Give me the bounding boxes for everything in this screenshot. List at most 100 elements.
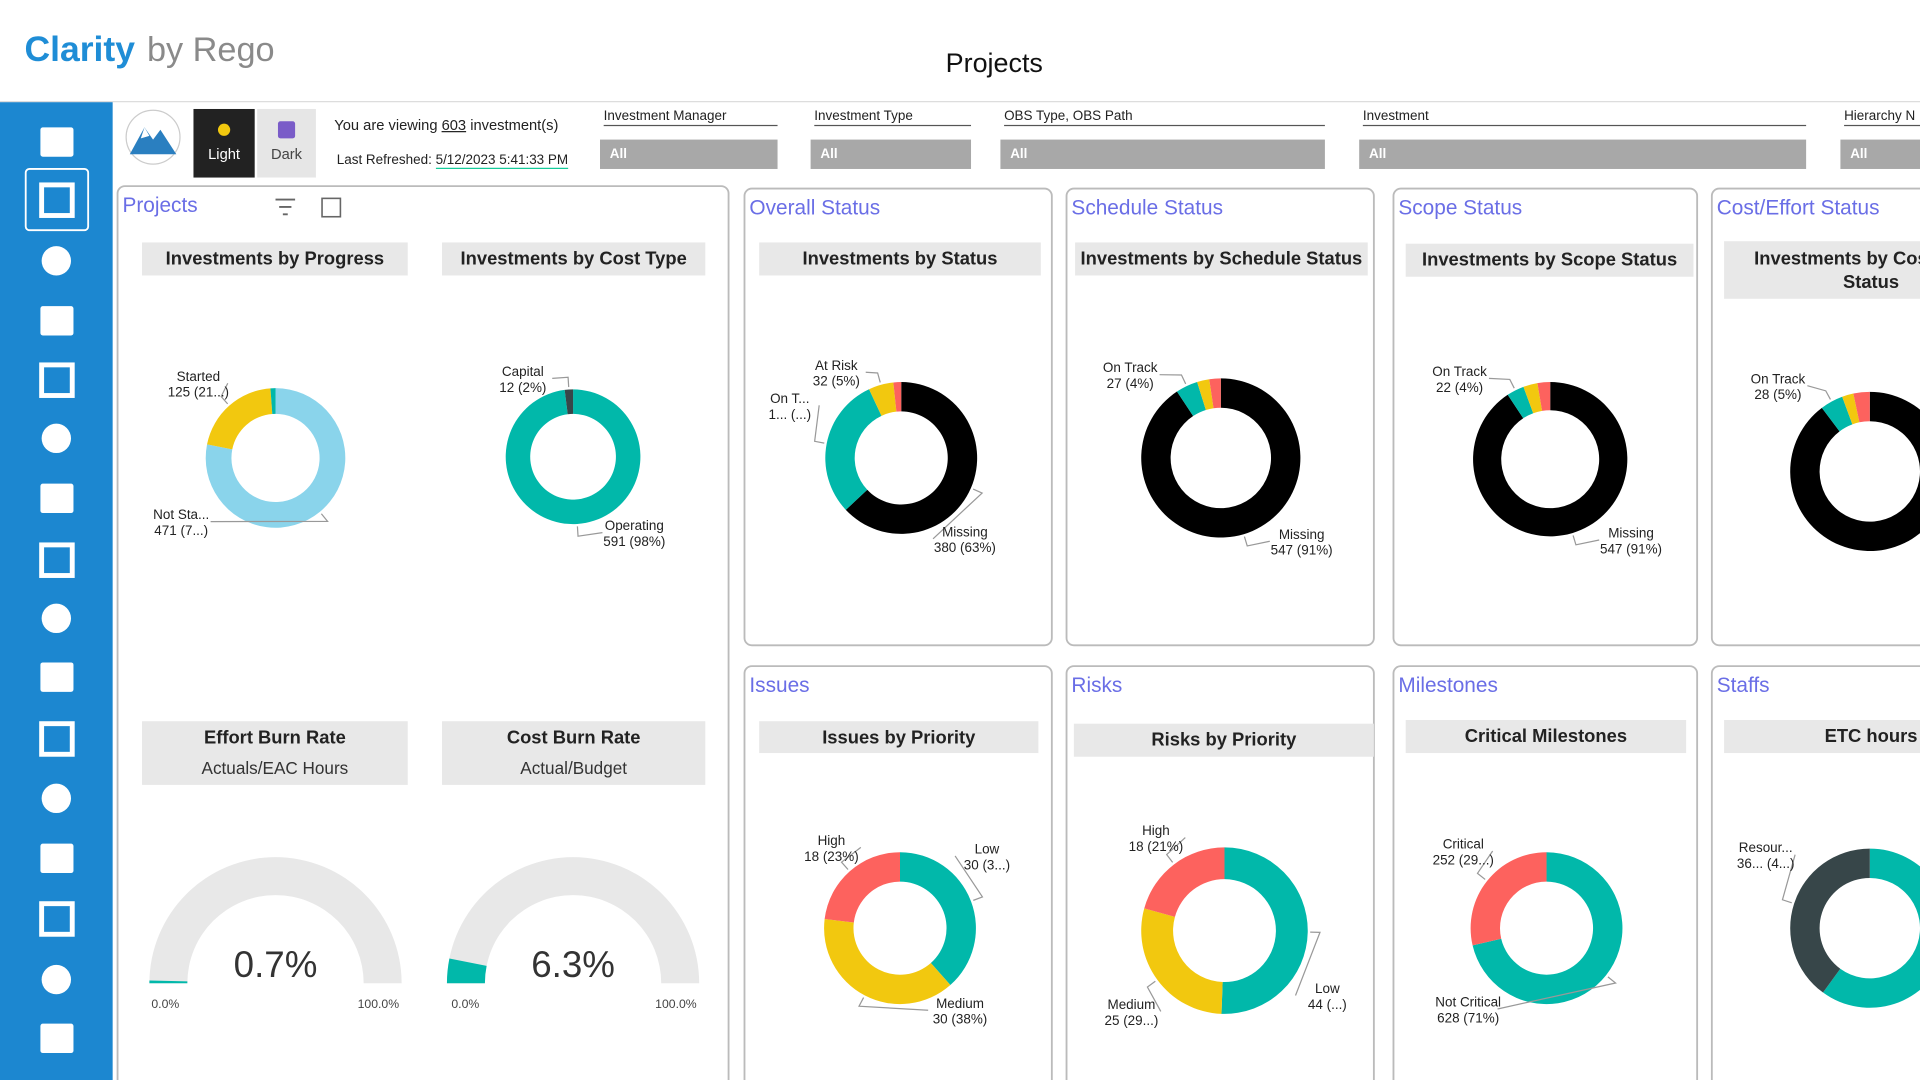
nav-icon-shape [40, 662, 74, 692]
slice-value-label: 32 (5%) [813, 374, 860, 389]
donut-slice [1209, 378, 1221, 409]
donut-slice [1141, 378, 1301, 538]
leader-line [1159, 374, 1187, 385]
dark-button[interactable] [257, 108, 316, 178]
donut-slice [1176, 381, 1206, 417]
filter-dropdown[interactable]: All [600, 139, 778, 169]
donut-slice [1842, 393, 1860, 425]
chart-header: Investments by Cost/Effort Status [1724, 241, 1920, 299]
leader-line [1781, 854, 1796, 904]
gauge-value-label: 6.3% [531, 944, 615, 985]
filter-dropdown[interactable]: All [810, 139, 972, 169]
nav-icon-shape [39, 901, 75, 937]
panel-title: Scope Status [1398, 195, 1523, 220]
leader-line [1488, 377, 1515, 389]
leader-line [1294, 931, 1321, 996]
panel [1392, 187, 1699, 647]
brand-suffix: by Rego [147, 31, 275, 69]
investment-count[interactable]: 603 [441, 116, 467, 134]
donut-slice [1197, 379, 1214, 411]
chart-title: Investments by Cost/Effort Status [1754, 247, 1920, 293]
chart-subtitle: Actuals/EAC Hours [201, 757, 349, 778]
donut-slice [824, 852, 901, 923]
nav-icon-shape [41, 423, 72, 454]
nav-icon[interactable] [41, 783, 72, 814]
nav-icon[interactable] [40, 662, 74, 692]
chart-header: Critical Milestones [1405, 720, 1687, 754]
panel [1065, 187, 1375, 647]
nav-icon[interactable] [41, 964, 72, 995]
panel [116, 185, 730, 1080]
filter-dropdown[interactable]: All [1840, 139, 1920, 169]
donut-slice [1221, 847, 1308, 1014]
nav-icon[interactable] [39, 182, 75, 218]
donut-slice [1472, 852, 1623, 1005]
light-button[interactable] [193, 108, 255, 178]
panel-title: Projects [122, 193, 198, 217]
nav-icon[interactable] [39, 721, 75, 757]
slice-name: Resour... [1739, 840, 1793, 855]
leader-line [1497, 976, 1617, 1010]
donut-slice [205, 388, 346, 528]
slice-name: Missing [1279, 527, 1325, 542]
panel [743, 187, 1053, 647]
filter-label: Investment Type [814, 109, 972, 127]
slice-value-label: 28 (5%) [1754, 387, 1801, 402]
donut-slice [207, 388, 273, 450]
nav-icon[interactable] [40, 1023, 74, 1054]
donut-slice [869, 382, 897, 416]
leader-line [1476, 850, 1494, 880]
chart-header: Investments by Scope Status [1405, 243, 1694, 277]
slice-value-label: 252 (29...) [1433, 852, 1494, 867]
nav-icon[interactable] [39, 542, 75, 578]
filter-dropdown[interactable]: All [1000, 139, 1325, 169]
slice-name: On Track [1103, 360, 1158, 375]
slice-name: On T... [770, 391, 809, 406]
nav-icon[interactable] [39, 362, 75, 398]
nav-icon-shape [41, 783, 72, 814]
leader-line [865, 371, 881, 383]
nav-icon[interactable] [39, 901, 75, 937]
slice-value-label: 125 (21...) [168, 385, 229, 400]
nav-icon-shape [39, 182, 75, 218]
filter-label: Investment Manager [603, 109, 778, 127]
slice-name: Low [975, 841, 1000, 856]
light-label: Light [208, 147, 240, 163]
nav-icon[interactable] [41, 246, 72, 276]
chart-header: Issues by Priority [759, 721, 1039, 754]
leader-line [1243, 536, 1270, 547]
nav-icon[interactable] [40, 843, 74, 874]
donut-slice [1821, 396, 1853, 432]
refreshed-label: Last Refreshed: [336, 153, 432, 168]
donut-slice [845, 382, 978, 534]
slice-value-label: 27 (4%) [1107, 376, 1154, 391]
nav-icon-shape [40, 1023, 74, 1054]
slice-value-label: 380 (63%) [934, 540, 996, 555]
chart-header: Effort Burn Rate Actuals/EAC Hours [142, 721, 408, 785]
nav-icon[interactable] [40, 127, 74, 157]
nav-icon[interactable] [40, 306, 74, 336]
leader-line [1572, 535, 1600, 546]
donut-slice [900, 852, 976, 985]
donut-slice [1790, 848, 1870, 993]
nav-icon[interactable] [41, 423, 72, 454]
chart-title: Cost Burn Rate [506, 727, 641, 749]
gauge-range-label: 100.0% [655, 997, 697, 1011]
nav-icon[interactable] [40, 483, 74, 514]
filter-label: OBS Type, OBS Path [1004, 109, 1325, 127]
slice-value-label: 547 (91%) [1600, 541, 1662, 556]
nav-icon[interactable] [41, 603, 72, 634]
slice-name: Started [177, 369, 220, 384]
chart-title: Investments by Progress [165, 248, 385, 270]
page-title: Projects [946, 48, 1043, 78]
dark-label: Dark [271, 147, 303, 163]
donut-slice [1507, 386, 1534, 419]
viewing-prefix: You are viewing [334, 116, 438, 134]
nav-icon-shape [39, 542, 75, 578]
slice-name: Not Critical [1435, 995, 1501, 1010]
filter-dropdown[interactable]: All [1359, 139, 1807, 169]
slice-value-label: 22 (4%) [1436, 380, 1483, 395]
donut-slice [564, 389, 574, 415]
donut-slice [1144, 847, 1225, 917]
